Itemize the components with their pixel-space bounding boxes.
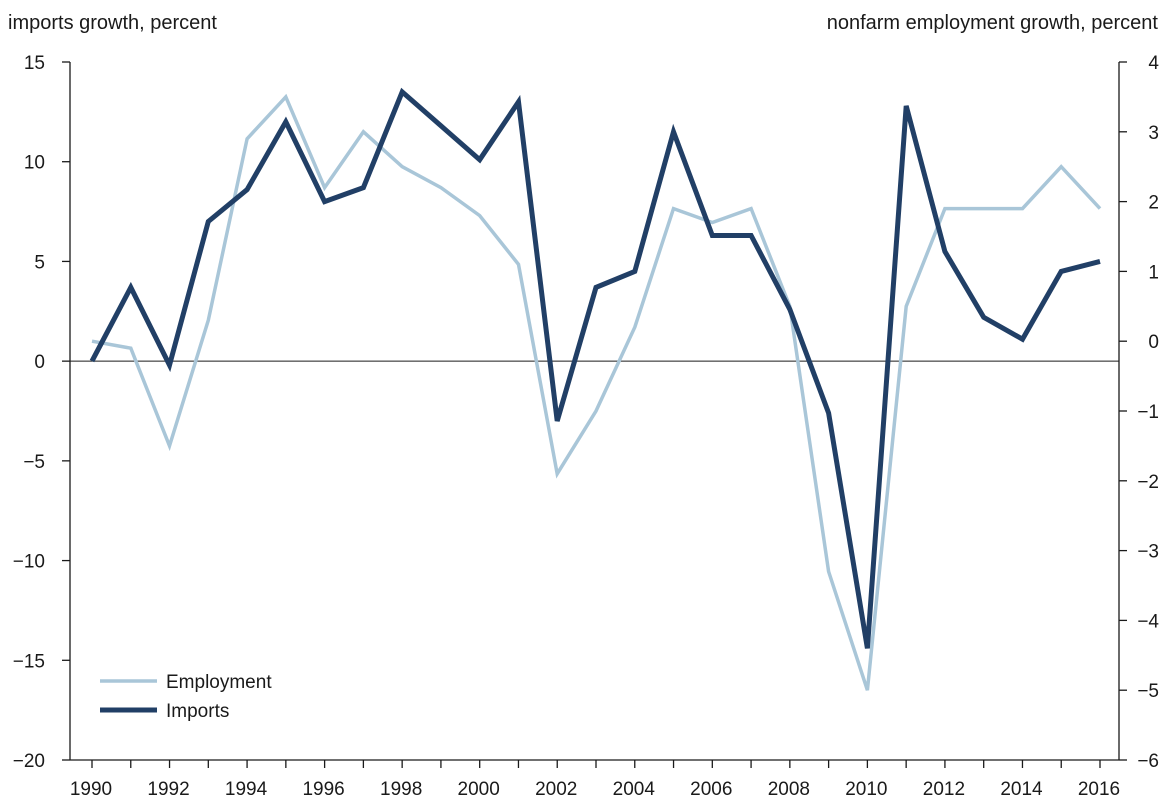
left-y-tick-label: 10 [24,153,45,174]
series-line-employment [91,93,1102,691]
left-y-tick-label: −20 [13,751,45,772]
right-y-tick-label: 1 [1148,262,1159,283]
x-tick-label: 1994 [225,779,268,800]
x-tick-label: 2016 [1078,779,1120,800]
right-y-tick-label: −3 [1137,542,1159,563]
right-y-tick-label: −6 [1137,751,1159,772]
x-tick-label: 1996 [302,779,344,800]
right-y-tick-label: −4 [1137,611,1159,632]
left-y-tick-label: 15 [24,53,45,74]
x-tick-label: 2000 [458,779,500,800]
right-y-tick-label: −1 [1137,402,1159,423]
legend-label-employment: Employment [166,672,272,693]
x-tick-label: 2008 [768,779,810,800]
x-tick-label: 2012 [923,779,965,800]
x-tick-label: 1990 [70,779,112,800]
x-tick-label: 2014 [1000,779,1043,800]
series-line-imports [89,87,1101,649]
series-layer [89,87,1102,691]
left-y-tick-label: 0 [34,352,45,373]
left-y-tick-label: −10 [13,552,45,573]
left-axis-title: imports growth, percent [8,12,217,34]
left-y-tick-label: 5 [34,252,45,273]
x-tick-label: 2004 [613,779,656,800]
right-y-tick-label: 0 [1148,332,1159,353]
x-tick-label: 2010 [845,779,887,800]
right-y-tick-label: −5 [1137,681,1159,702]
right-y-tick-label: −2 [1137,472,1159,493]
x-tick-label: 2006 [690,779,732,800]
x-tick-label: 2002 [535,779,577,800]
legend-label-imports: Imports [166,701,229,722]
x-tick-label: 1992 [147,779,189,800]
right-y-tick-label: 3 [1148,123,1159,144]
right-y-tick-label: 4 [1148,53,1159,74]
left-y-tick-label: −5 [23,452,45,473]
left-y-tick-label: −15 [13,651,45,672]
right-y-tick-label: 2 [1148,193,1159,214]
legend: Employment Imports [100,672,272,722]
x-tick-label: 1998 [380,779,422,800]
right-axis-title: nonfarm employment growth, percent [826,12,1158,34]
